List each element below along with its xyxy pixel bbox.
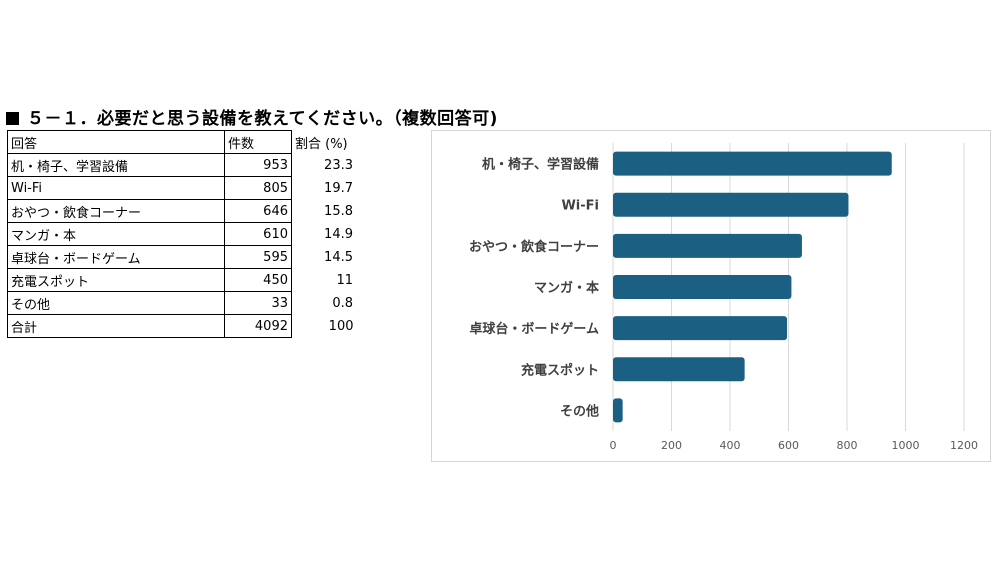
table-row: マンガ・本 610 14.9: [7, 222, 357, 246]
row-count: 805: [224, 176, 292, 200]
total-ratio: 100: [328, 318, 354, 334]
table-row: その他 33 0.8: [7, 291, 357, 315]
category-labels: 机・椅子、学習設備 Wi-Fi おやつ・飲食コーナーマンガ・本卓球台・ボードゲーム充…: [469, 157, 599, 420]
x-tick-label: 1200: [950, 439, 978, 452]
x-tick-label: 1000: [892, 439, 920, 452]
table-row: 卓球台・ボードゲーム 595 14.5: [7, 245, 357, 269]
x-tick-labels: 0 200 400 600 800 1000 1200: [610, 439, 979, 452]
x-tick-label: 800: [837, 439, 858, 452]
table-row: 机・椅子、学習設備 953 23.3: [7, 153, 357, 177]
row-ratio: 23.3: [324, 157, 353, 173]
category-label: 卓球台・ボードゲーム: [469, 321, 599, 337]
header-count: 件数: [224, 130, 292, 154]
row-count: 953: [224, 153, 292, 177]
bars: [613, 151, 892, 423]
header-ratio: 割合 (%): [295, 136, 348, 152]
bar: [613, 151, 892, 176]
category-label: 机・椅子、学習設備: [482, 157, 599, 173]
bar: [613, 357, 745, 382]
category-label: Wi-Fi: [561, 199, 599, 214]
category-label: おやつ・飲食コーナー: [469, 239, 599, 255]
total-label: 合計: [7, 314, 225, 338]
row-ratio: 0.8: [332, 295, 353, 311]
row-ratio: 14.9: [324, 226, 353, 242]
header-answer: 回答: [7, 130, 225, 154]
page-heading: ５－１．必要だと思う設備を教えてください。（複数回答可): [6, 104, 498, 129]
row-answer: Wi-Fi: [7, 176, 225, 200]
x-tick-label: 400: [720, 439, 741, 452]
row-ratio: 15.8: [324, 203, 353, 219]
row-ratio: 11: [336, 272, 353, 288]
bar: [613, 192, 849, 217]
row-answer: 卓球台・ボードゲーム: [7, 245, 225, 269]
x-tick-label: 600: [778, 439, 799, 452]
row-count: 646: [224, 199, 292, 223]
bar: [613, 275, 792, 299]
x-tick-label: 0: [610, 439, 617, 452]
heading-text: ５－１．必要だと思う設備を教えてください。（複数回答可): [27, 109, 498, 129]
row-count: 595: [224, 245, 292, 269]
x-tick-label: 200: [661, 439, 682, 452]
row-ratio: 14.5: [324, 249, 353, 265]
table-header-row: 回答 件数 割合 (%): [7, 130, 357, 154]
row-answer: 机・椅子、学習設備: [7, 153, 225, 177]
category-label: マンガ・本: [534, 280, 599, 296]
row-count: 450: [224, 268, 292, 292]
row-ratio: 19.7: [324, 180, 353, 196]
bar-chart-panel: 机・椅子、学習設備 Wi-Fi おやつ・飲食コーナーマンガ・本卓球台・ボードゲーム充…: [431, 130, 991, 462]
bar: [613, 316, 788, 341]
row-count: 33: [224, 291, 292, 315]
row-answer: おやつ・飲食コーナー: [7, 199, 225, 223]
row-answer: その他: [7, 291, 225, 315]
results-table: 回答 件数 割合 (%) 机・椅子、学習設備 953 23.3 Wi-Fi 80…: [7, 130, 357, 338]
total-count: 4092: [224, 314, 292, 338]
bar: [613, 233, 802, 258]
table-total-row: 合計 4092 100: [7, 314, 357, 338]
table-row: おやつ・飲食コーナー 646 15.8: [7, 199, 357, 223]
category-label: 充電スポット: [521, 362, 599, 378]
row-count: 610: [224, 222, 292, 246]
table-row: 充電スポット 450 11: [7, 268, 357, 292]
category-label: その他: [560, 403, 599, 419]
bar: [613, 398, 623, 423]
row-answer: 充電スポット: [7, 268, 225, 292]
square-bullet-icon: [6, 112, 19, 125]
table-row: Wi-Fi 805 19.7: [7, 176, 357, 200]
row-answer: マンガ・本: [7, 222, 225, 246]
bar-chart: 机・椅子、学習設備 Wi-Fi おやつ・飲食コーナーマンガ・本卓球台・ボードゲーム充…: [469, 143, 979, 452]
